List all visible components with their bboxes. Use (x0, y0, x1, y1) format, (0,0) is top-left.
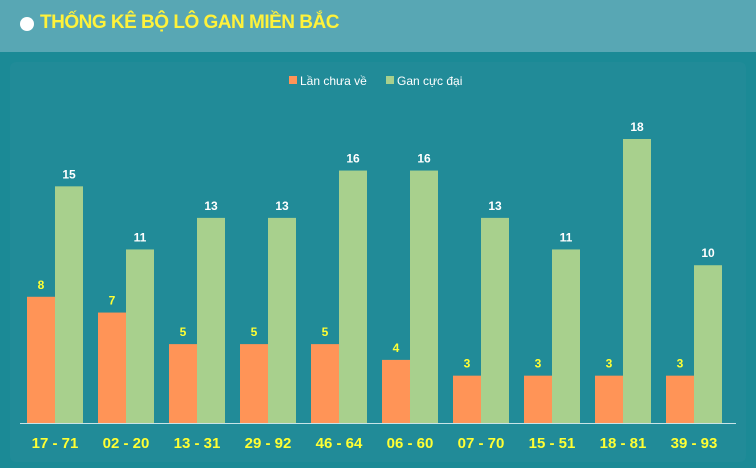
x-tick-label: 15 - 51 (529, 435, 576, 452)
data-label: 3 (677, 357, 684, 371)
legend-swatch-1 (289, 76, 297, 84)
data-label: 13 (204, 199, 218, 213)
bar-lan-chua-ve (27, 296, 55, 423)
data-label: 7 (109, 294, 116, 308)
data-label: 5 (322, 325, 329, 339)
data-label: 8 (38, 278, 45, 292)
x-tick-label: 18 - 81 (600, 435, 647, 452)
legend-label-1: Lần chưa về (300, 74, 367, 88)
data-label: 3 (535, 357, 542, 371)
bar-lan-chua-ve (382, 359, 410, 423)
bar-lan-chua-ve (311, 344, 339, 423)
data-label: 11 (560, 230, 573, 244)
data-label: 18 (630, 120, 644, 134)
bar-lan-chua-ve (524, 375, 552, 423)
x-tick-label: 46 - 64 (316, 435, 363, 452)
legend-swatch-2 (386, 76, 394, 84)
bullet-icon (20, 17, 34, 31)
bar-lan-chua-ve (595, 375, 623, 423)
bar-gan-cuc-dai (197, 217, 225, 423)
data-label: 16 (346, 152, 360, 166)
bar-gan-cuc-dai (481, 217, 509, 423)
x-tick-label: 06 - 60 (387, 435, 434, 452)
bar-gan-cuc-dai (339, 170, 367, 423)
bar-gan-cuc-dai (552, 249, 580, 423)
x-tick-label: 02 - 20 (103, 435, 150, 452)
x-tick-label: 17 - 71 (32, 435, 79, 452)
bar-gan-cuc-dai (410, 170, 438, 423)
bar-gan-cuc-dai (126, 249, 154, 423)
bar-gan-cuc-dai (694, 265, 722, 423)
bar-lan-chua-ve (240, 344, 268, 423)
bar-gan-cuc-dai (268, 217, 296, 423)
data-label: 13 (275, 199, 289, 213)
x-tick-label: 13 - 31 (174, 435, 221, 452)
data-label: 5 (251, 325, 258, 339)
bar-gan-cuc-dai (55, 186, 83, 423)
data-label: 11 (134, 230, 147, 244)
data-label: 4 (393, 341, 400, 355)
bar-lan-chua-ve (453, 375, 481, 423)
page-header: THỐNG KÊ BỘ LÔ GAN MIỀN BẮC (0, 0, 756, 52)
data-label: 3 (464, 357, 471, 371)
bar-lan-chua-ve (169, 344, 197, 423)
data-label: 3 (606, 357, 613, 371)
data-label: 16 (417, 152, 431, 166)
data-label: 13 (488, 199, 502, 213)
bar-lan-chua-ve (98, 312, 126, 423)
legend-label-2: Gan cực đại (397, 74, 462, 88)
page-title: THỐNG KÊ BỘ LÔ GAN MIỀN BẮC (40, 12, 339, 33)
bar-lan-chua-ve (666, 375, 694, 423)
data-label: 5 (180, 325, 187, 339)
x-tick-label: 39 - 93 (671, 435, 718, 452)
data-label: 15 (62, 167, 76, 181)
x-tick-label: 07 - 70 (458, 435, 505, 452)
bar-gan-cuc-dai (623, 139, 651, 423)
x-tick-label: 29 - 92 (245, 435, 292, 452)
data-label: 10 (701, 246, 715, 260)
